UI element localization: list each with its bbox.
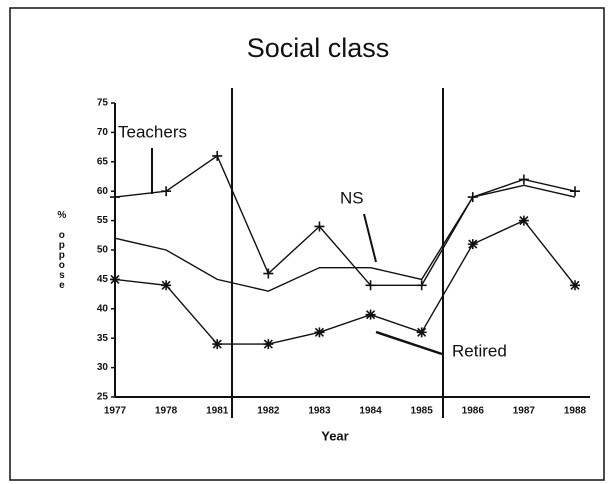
- point-marker: [570, 186, 580, 197]
- y-axis-label: % oppose: [56, 210, 67, 290]
- point-marker: [518, 215, 529, 226]
- x-tick-label: 1981: [206, 406, 229, 417]
- x-tick-label: 1983: [308, 406, 331, 417]
- y-tick-label: 75: [97, 98, 109, 109]
- point-marker: [314, 221, 325, 232]
- y-tick-label: 30: [97, 362, 109, 373]
- y-tick-label: 35: [97, 333, 109, 344]
- y-tick-label: 70: [97, 127, 109, 138]
- point-marker: [110, 274, 120, 285]
- y-tick-label: 45: [97, 274, 109, 285]
- y-tick-label: 50: [97, 245, 109, 256]
- series-line: [114, 184, 576, 292]
- annotation-pointer: [363, 213, 377, 263]
- y-tick-label: 65: [97, 156, 109, 167]
- x-tick-label: 1982: [257, 406, 280, 417]
- point-marker: [467, 239, 478, 250]
- x-axis-label: Year: [321, 428, 348, 443]
- point-marker: [365, 280, 376, 291]
- point-marker: [416, 327, 427, 338]
- point-marker: [263, 268, 274, 279]
- point-marker: [161, 186, 172, 197]
- point-marker: [212, 339, 223, 350]
- x-tick-label: 1984: [359, 406, 382, 417]
- point-marker: [110, 192, 120, 203]
- point-marker: [263, 339, 274, 350]
- y-tick-label: 25: [97, 392, 109, 403]
- x-tick-label: 1987: [513, 406, 536, 417]
- series-annotation: NS: [340, 188, 364, 207]
- chart-title: Social class: [247, 33, 390, 63]
- series-line: [114, 219, 576, 345]
- series-line: [114, 154, 576, 286]
- point-marker: [518, 174, 529, 185]
- frame: [9, 7, 605, 481]
- point-marker: [416, 280, 427, 291]
- point-marker: [365, 309, 376, 320]
- point-marker: [314, 327, 325, 338]
- series-annotation: Teachers: [118, 122, 187, 141]
- y-tick-label: 60: [97, 186, 109, 197]
- x-tick-label: 1977: [104, 406, 127, 417]
- x-tick-label: 1978: [155, 406, 178, 417]
- y-tick-label: 40: [97, 303, 109, 314]
- x-tick-label: 1988: [564, 406, 587, 417]
- point-marker: [212, 150, 223, 161]
- point-marker: [570, 280, 580, 291]
- annotation-pointer: [375, 330, 443, 356]
- x-tick-label: 1986: [462, 406, 485, 417]
- x-tick-label: 1985: [411, 406, 434, 417]
- y-tick-label: 55: [97, 215, 109, 226]
- series-annotation: Retired: [452, 341, 507, 360]
- point-marker: [161, 280, 172, 291]
